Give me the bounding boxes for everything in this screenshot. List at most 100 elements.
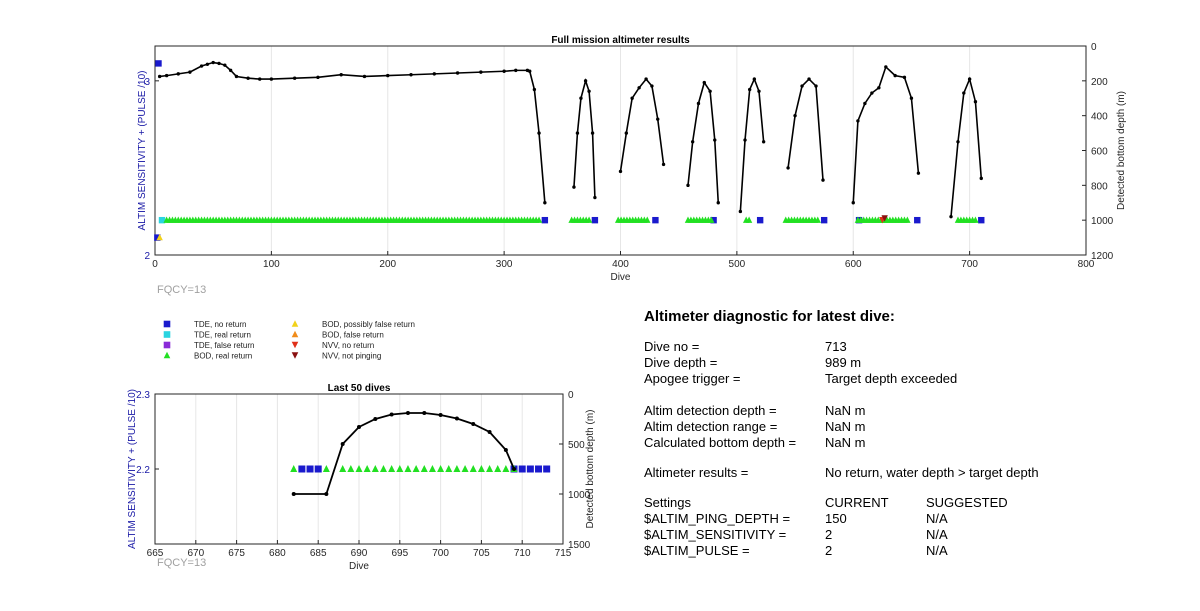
bottom-depth-point	[587, 89, 591, 93]
bottom-depth-point	[696, 101, 701, 106]
bottom-depth-point	[690, 140, 695, 144]
bottom-depth-point	[223, 63, 227, 67]
y-right-tick-label: 0	[1091, 42, 1097, 53]
series-marker	[914, 216, 921, 224]
setting-name: $ALTIM_SENSITIVITY =	[644, 527, 787, 542]
bottom-depth-point	[291, 492, 296, 496]
settings-header-current: CURRENT	[825, 495, 889, 510]
bottom-depth-point	[537, 131, 541, 135]
bottom-depth-point	[188, 70, 192, 74]
series-marker	[322, 465, 330, 472]
legend-label: BOD, false return	[322, 331, 384, 340]
series-marker	[404, 465, 412, 472]
legend-label: BOD, real return	[194, 352, 252, 361]
x-tick-label: 715	[555, 548, 572, 559]
y-axis-label-left: ALTIM SENSITIVITY + (PULSE /10)	[127, 389, 138, 549]
bottom-depth-point	[916, 171, 921, 175]
last-50-dives-chart: 665 670 675 680 685 690 695 700 705 710 715 2.2 2.3 0…	[127, 383, 596, 572]
bottom-depth-point	[340, 442, 345, 446]
diagnostic-label: Altim detection depth =	[644, 403, 777, 418]
bottom-depth-point	[979, 176, 983, 181]
series-marker	[396, 465, 404, 472]
bottom-depth-point	[893, 73, 897, 78]
series-marker	[158, 216, 166, 224]
bottom-depth-point	[373, 417, 378, 421]
bottom-depth-point	[502, 69, 506, 73]
bottom-depth-point	[593, 195, 597, 200]
series-marker	[486, 465, 494, 472]
y-right-tick-label: 500	[568, 440, 585, 451]
bottom-depth-point	[747, 87, 752, 92]
x-tick-label: 670	[187, 548, 204, 559]
y-left-tick-label: 3	[144, 77, 150, 88]
diagnostic-value: Target depth exceeded	[825, 371, 958, 386]
bottom-depth-point	[575, 131, 580, 135]
bottom-depth-point	[630, 96, 634, 100]
y-right-tick-label: 1200	[1091, 251, 1114, 262]
bottom-depth-point	[821, 178, 825, 182]
bottom-depth-point	[199, 64, 204, 68]
bottom-depth-point	[579, 96, 583, 100]
series-marker	[379, 465, 387, 472]
y-right-tick-label: 600	[1091, 147, 1108, 158]
setting-suggested: N/A	[926, 543, 948, 558]
bottom-depth-point	[949, 214, 953, 219]
plot-frame	[154, 45, 1087, 256]
bottom-depth-point	[757, 89, 761, 93]
series-marker	[541, 216, 549, 224]
y-right-tick-label: 0	[568, 390, 574, 401]
bottom-depth-point	[389, 412, 394, 417]
bottom-depth-point	[863, 101, 867, 106]
bottom-depth-point	[269, 77, 274, 81]
y-right-tick-label: 200	[1091, 77, 1108, 88]
x-tick-label: 100	[263, 259, 280, 270]
x-tick-label: 680	[269, 548, 286, 559]
series-marker	[298, 465, 306, 473]
bottom-depth-point	[650, 84, 654, 88]
bottom-depth-point	[583, 79, 588, 83]
series-marker	[978, 216, 985, 224]
bottom-depth-point	[514, 68, 518, 73]
bottom-depth-point	[618, 169, 623, 174]
legend-marker	[163, 351, 171, 359]
x-tick-label: 700	[432, 548, 449, 559]
series-marker	[535, 465, 543, 473]
series-marker	[502, 465, 510, 472]
series-marker	[363, 465, 371, 472]
bottom-depth-point	[624, 131, 629, 135]
diagnostic-value: NaN m	[825, 435, 866, 450]
diagnostic-label: Calculated bottom depth =	[644, 435, 797, 450]
settings-header-suggested: SUGGESTED	[926, 495, 1008, 510]
bottom-depth-point	[234, 74, 239, 79]
legend-label: TDE, no return	[194, 320, 246, 329]
series-marker	[477, 465, 485, 472]
bottom-depth-point	[716, 201, 720, 205]
bottom-depth-point	[686, 183, 690, 188]
bottom-depth-point	[228, 68, 233, 73]
x-axis-label: Dive	[610, 272, 630, 283]
diagnostic-label: Altimeter results =	[644, 465, 749, 480]
legend-label: NVV, not pinging	[322, 352, 381, 361]
bottom-depth-point	[357, 425, 361, 429]
bottom-depth-point	[479, 70, 483, 74]
bottom-depth-point	[786, 166, 790, 170]
x-axis-label: Dive	[349, 561, 369, 572]
chart-title: Full mission altimeter results	[551, 35, 690, 46]
y-left-tick-label: 2.3	[136, 390, 150, 401]
bottom-depth-point	[339, 73, 343, 77]
bottom-depth-point	[405, 411, 410, 415]
setting-name: $ALTIM_PULSE =	[644, 543, 750, 558]
diagnostic-value: 989 m	[825, 355, 862, 370]
diagnostic-heading: Altimeter diagnostic for latest dive:	[644, 308, 895, 325]
bottom-depth-point	[432, 72, 436, 76]
legend-label: TDE, false return	[194, 341, 254, 350]
series-marker	[306, 465, 314, 473]
bottom-depth-point	[572, 185, 576, 189]
bod-real-return-marker	[708, 216, 715, 223]
fqcy-label: FQCY=13	[157, 557, 206, 569]
series-marker	[453, 465, 461, 472]
diagnostic-value: NaN m	[825, 419, 866, 434]
bottom-depth-point	[870, 91, 874, 95]
